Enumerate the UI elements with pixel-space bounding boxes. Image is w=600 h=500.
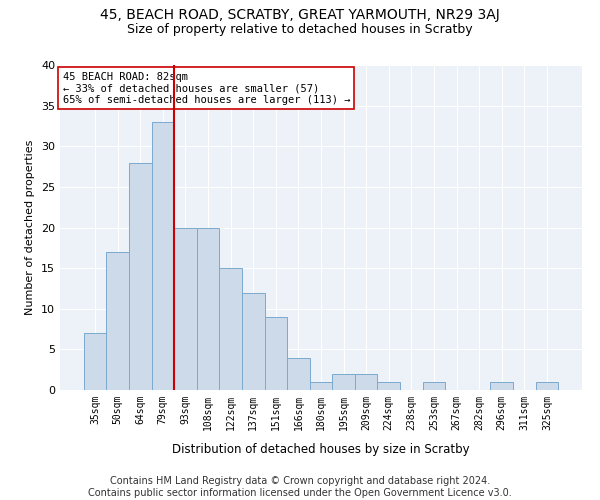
Bar: [152, 122, 174, 390]
Bar: [355, 374, 377, 390]
Bar: [490, 382, 513, 390]
Bar: [377, 382, 400, 390]
Bar: [129, 162, 152, 390]
Bar: [242, 292, 265, 390]
Bar: [265, 317, 287, 390]
Text: Distribution of detached houses by size in Scratby: Distribution of detached houses by size …: [172, 442, 470, 456]
Bar: [310, 382, 332, 390]
Text: Size of property relative to detached houses in Scratby: Size of property relative to detached ho…: [127, 22, 473, 36]
Text: 45, BEACH ROAD, SCRATBY, GREAT YARMOUTH, NR29 3AJ: 45, BEACH ROAD, SCRATBY, GREAT YARMOUTH,…: [100, 8, 500, 22]
Bar: [84, 333, 106, 390]
Bar: [197, 228, 220, 390]
Text: Contains HM Land Registry data © Crown copyright and database right 2024.
Contai: Contains HM Land Registry data © Crown c…: [88, 476, 512, 498]
Text: 45 BEACH ROAD: 82sqm
← 33% of detached houses are smaller (57)
65% of semi-detac: 45 BEACH ROAD: 82sqm ← 33% of detached h…: [62, 72, 350, 104]
Bar: [287, 358, 310, 390]
Bar: [536, 382, 558, 390]
Bar: [174, 228, 197, 390]
Y-axis label: Number of detached properties: Number of detached properties: [25, 140, 35, 315]
Bar: [422, 382, 445, 390]
Bar: [332, 374, 355, 390]
Bar: [220, 268, 242, 390]
Bar: [106, 252, 129, 390]
